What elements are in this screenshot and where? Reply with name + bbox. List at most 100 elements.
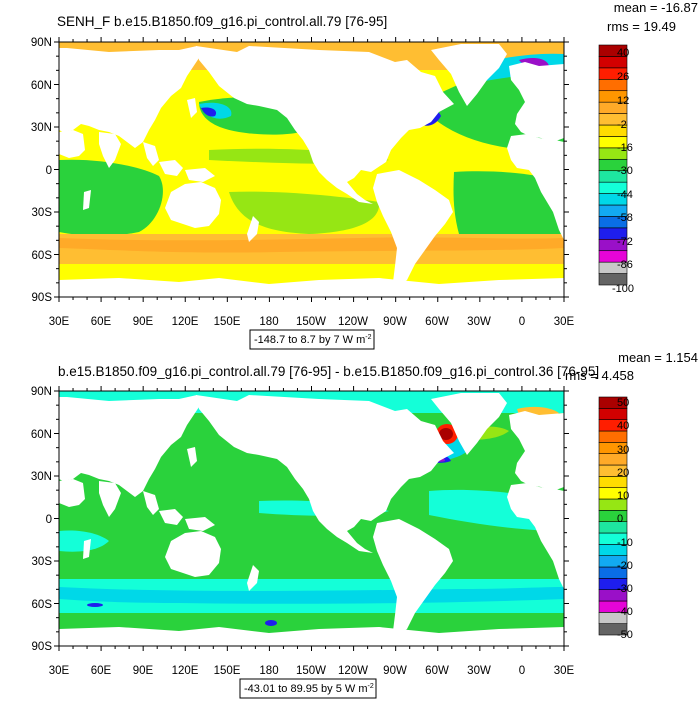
range-text: -43.01 to 89.95 by 5 W m-2 [244,683,374,695]
panel-title: SENH_F b.e15.B1850.f09_g16.pi_control.al… [57,14,387,29]
panel-top: SENH_F b.e15.B1850.f09_g16.pi_control.al… [31,0,698,350]
lon-label: 30W [467,665,491,677]
lon-label: 180 [259,665,278,677]
colorbar-label: 40 [617,420,629,432]
axis-ticks [54,37,569,302]
lat-label: 0 [46,514,52,526]
axis-ticks [54,386,569,651]
rms-label: rms = 19.49 [607,19,676,34]
colorbar-label: -58 [617,212,633,224]
lon-label: 30W [467,316,491,328]
colorbar-label: 0 [617,513,623,525]
colorbar-label: -30 [617,165,633,177]
colorbar-swatch [598,44,628,57]
colorbar-label: -100 [612,283,634,295]
lon-label: 90W [383,665,407,677]
lon-label: 60W [425,316,449,328]
colorbar-label: 30 [617,444,629,456]
colorbar-label: 12 [617,95,629,107]
lat-label: 90S [32,641,53,653]
lat-label: 30N [31,471,52,483]
map-plot [54,386,569,651]
colorbar-labels: 50 40 30 20 10 0 -10 -20 -30 -40 -50 [617,397,633,641]
colorbar-swatch [598,408,628,420]
colorbar-label: 40 [617,47,629,59]
colorbar-label: -50 [617,629,633,641]
lat-axis: 90N 60N 30N 0 30S 60S 90S [31,386,52,653]
lat-axis: 90N 60N 30N 0 30S 60S 90S [31,37,52,304]
colorbar-label: -44 [617,189,633,201]
lat-label: 60N [31,429,52,441]
colorbar-label: -72 [617,236,633,248]
lon-label: 60E [91,316,112,328]
lon-label: 120W [338,665,368,677]
colorbar [598,44,628,286]
field-patch [59,587,564,604]
field-patch [229,191,380,234]
field-patch [201,107,217,117]
field-patch [265,620,277,626]
lat-label: 60N [31,80,52,92]
lon-label: 120W [338,316,368,328]
lon-label: 30E [49,665,70,677]
colorbar-label: -2 [617,119,627,131]
colorbar-label: 26 [617,71,629,83]
lon-label: 30E [554,316,575,328]
lon-label: 90E [133,665,154,677]
mean-label: mean = -16.87 [614,0,698,15]
range-text: -148.7 to 8.7 by 7 W m-2 [254,334,372,346]
colorbar-label: -86 [617,259,633,271]
rms-label: rms = 4.458 [565,368,634,383]
lon-label: 30E [49,316,70,328]
lat-label: 60S [32,250,53,262]
lon-label: 0 [519,316,525,328]
colorbar-label: 10 [617,490,629,502]
colorbar-label: 50 [617,397,629,409]
range-box [239,678,377,699]
colorbar-labels: 40 26 12 -2 -16 -30 -44 -58 -72 -86 -100 [612,47,634,295]
lon-label: 60W [425,665,449,677]
lon-label: 30E [554,665,575,677]
lat-label: 30N [31,122,52,134]
lon-label: 120E [172,316,199,328]
lon-label: 0 [519,665,525,677]
panel-title: b.e15.B1850.f09_g16.pi_control.all.79 [7… [58,364,599,379]
lon-label: 150W [296,665,326,677]
lat-label: 90N [31,37,52,49]
field-patch [453,171,564,239]
field-patch [439,428,453,440]
lon-axis: 30E 60E 90E 120E 150E 180 150W 120W 90W … [49,316,575,328]
field-patch [87,603,103,607]
field-patch [59,159,163,236]
colorbar-label: -40 [617,606,633,618]
lon-axis: 30E 60E 90E 120E 150E 180 150W 120W 90W … [49,665,575,677]
mean-label: mean = 1.154 [618,350,698,365]
lon-label: 150E [214,665,241,677]
lon-label: 90E [133,316,154,328]
lat-label: 30S [32,207,53,219]
field-patch [59,237,564,253]
lat-label: 30S [32,556,53,568]
panel-bottom: b.e15.B1850.f09_g16.pi_control.all.79 [7… [31,350,698,699]
colorbar-swatch [598,396,628,409]
lat-label: 90S [32,292,53,304]
colorbar-label: -30 [617,583,633,595]
colorbar-label: -16 [617,142,633,154]
lon-label: 150W [296,316,326,328]
lat-label: 90N [31,386,52,398]
colorbar-label: -20 [617,560,633,572]
colorbar [598,396,628,636]
range-box [249,329,375,350]
colorbar-label: 20 [617,467,629,479]
colorbar-swatch [598,430,628,443]
lon-label: 150E [214,316,241,328]
lat-label: 0 [46,165,52,177]
lon-label: 120E [172,665,199,677]
lon-label: 60E [91,665,112,677]
colorbar-label: -10 [617,537,633,549]
lat-label: 60S [32,599,53,611]
lon-label: 90W [383,316,407,328]
map-plot [54,37,569,302]
lon-label: 180 [259,316,278,328]
